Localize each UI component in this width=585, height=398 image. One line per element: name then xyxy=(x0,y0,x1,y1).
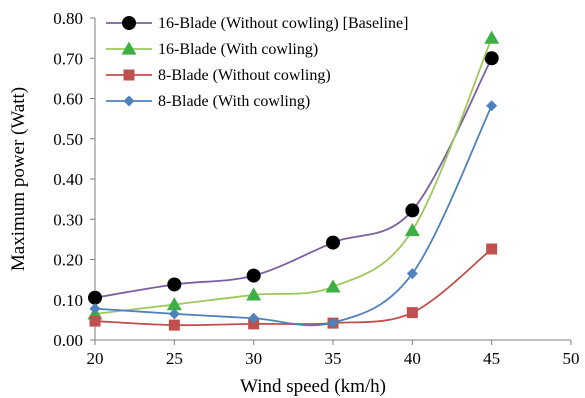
y-tick-label: 0.30 xyxy=(53,210,83,229)
y-tick-label: 0.80 xyxy=(53,9,83,28)
data-point-triangle xyxy=(325,279,341,293)
data-point-diamond xyxy=(406,268,418,280)
x-tick-label: 25 xyxy=(166,349,183,368)
y-tick-label: 0.70 xyxy=(53,49,83,68)
legend-label: 8-Blade (With cowling) xyxy=(158,93,310,110)
data-point-circle xyxy=(246,268,261,283)
data-point-diamond xyxy=(327,317,339,329)
data-point-square xyxy=(486,243,498,255)
y-tick-label: 0.60 xyxy=(53,90,83,109)
data-point-triangle xyxy=(246,287,262,301)
data-point-circle xyxy=(122,16,136,30)
axes: 0.00 0.10 0.20 0.30 0.40 0.50 0.60 0.70 0.80 20 25… xyxy=(53,9,579,368)
series-line xyxy=(94,105,493,327)
y-tick-label: 0.20 xyxy=(53,251,83,270)
series-3 xyxy=(89,243,498,331)
x-tick-label: 35 xyxy=(325,349,342,368)
data-point-circle xyxy=(326,235,340,250)
data-point-circle xyxy=(484,51,499,66)
data-point-diamond xyxy=(89,303,101,315)
y-tick-label: 0.40 xyxy=(53,170,83,189)
plot-area xyxy=(87,30,500,331)
y-tick-label: 0.50 xyxy=(53,130,83,149)
legend-item: 8-Blade (With cowling) xyxy=(106,93,310,110)
legend: 16-Blade (Without cowling) [Baseline] 16-… xyxy=(106,15,408,110)
y-tick-label: 0.10 xyxy=(53,291,83,310)
data-point-square xyxy=(123,69,135,81)
data-point-diamond xyxy=(248,312,260,324)
legend-label: 16-Blade (With cowling) xyxy=(158,41,318,58)
data-point-circle xyxy=(88,290,102,305)
data-point-triangle xyxy=(404,223,420,237)
data-point-square xyxy=(248,318,260,330)
x-tick-label: 45 xyxy=(483,349,500,368)
data-point-diamond xyxy=(123,95,135,107)
legend-label: 8-Blade (Without cowling) xyxy=(158,67,331,84)
data-point-square xyxy=(89,315,101,327)
legend-label: 16-Blade (Without cowling) [Baseline] xyxy=(158,15,408,32)
data-point-triangle xyxy=(484,30,500,44)
y-axis-title: Maximum power (Watt) xyxy=(8,87,29,271)
data-point-diamond xyxy=(168,308,180,320)
x-axis-title: Wind speed (km/h) xyxy=(240,376,386,397)
legend-item: 8-Blade (Without cowling) xyxy=(106,67,331,84)
series-4 xyxy=(89,100,498,329)
data-point-triangle xyxy=(121,41,137,55)
data-point-square xyxy=(406,307,418,319)
data-point-circle xyxy=(405,203,420,218)
x-tick-label: 20 xyxy=(87,349,104,368)
x-tick-label: 40 xyxy=(404,349,421,368)
x-tick-label: 30 xyxy=(245,349,262,368)
data-point-diamond xyxy=(486,100,498,112)
y-tick-label: 0.00 xyxy=(53,331,83,350)
data-point-triangle xyxy=(166,297,182,311)
series-1 xyxy=(88,51,499,305)
x-tick-label: 50 xyxy=(563,349,580,368)
legend-item: 16-Blade (With cowling) xyxy=(106,41,318,58)
data-point-square xyxy=(168,319,180,331)
data-point-circle xyxy=(167,277,182,292)
legend-item: 16-Blade (Without cowling) [Baseline] xyxy=(106,15,408,32)
